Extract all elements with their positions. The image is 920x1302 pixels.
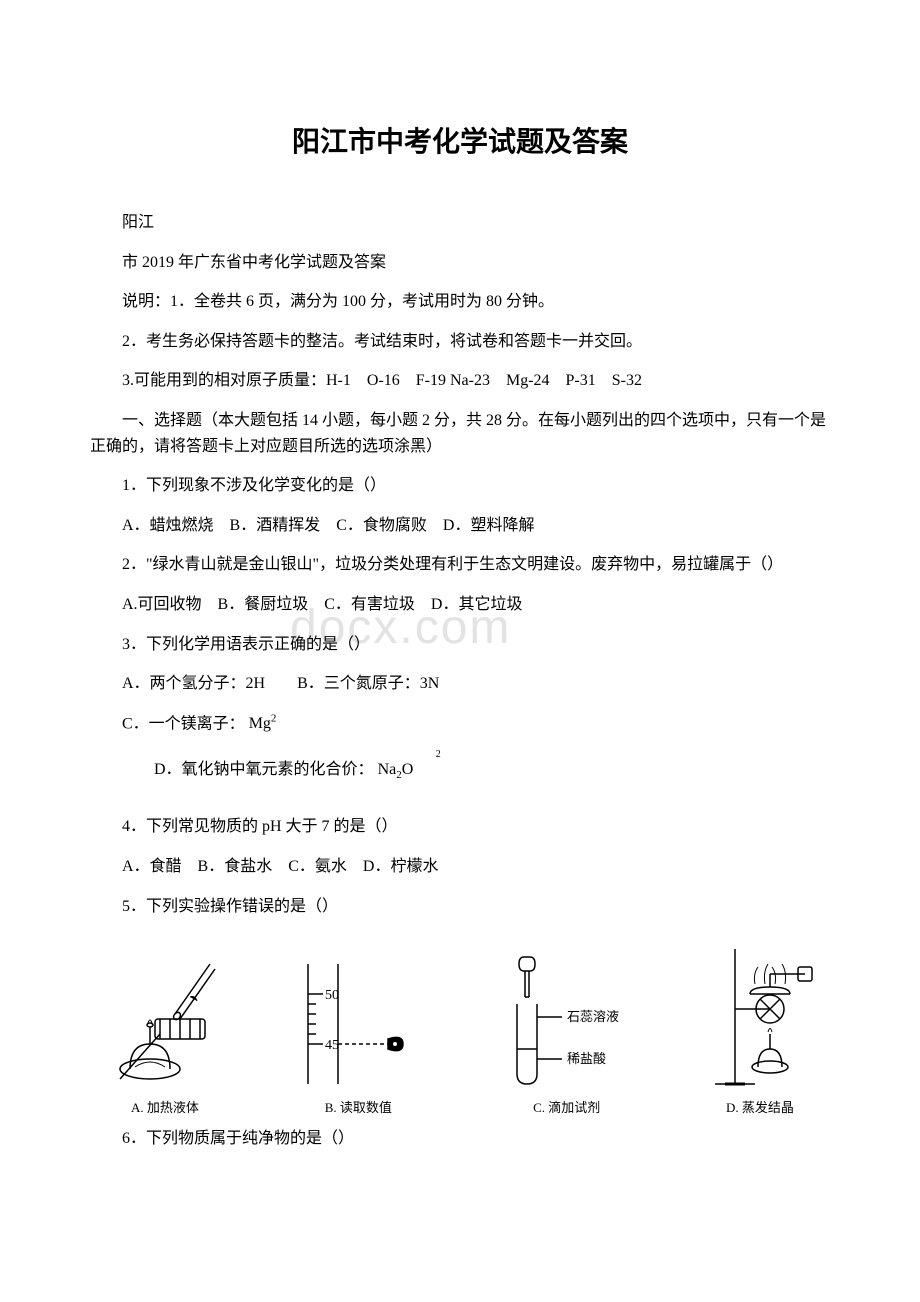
q3d-o: O (402, 761, 414, 778)
line-2: 市 2019 年广东省中考化学试题及答案 (90, 250, 830, 276)
line-1: 阳江 (90, 210, 830, 236)
line-3: 说明：1．全卷共 6 页，满分为 100 分，考试用时为 80 分钟。 (90, 289, 830, 315)
graduated-cylinder-icon: 50 45 (283, 959, 433, 1089)
document-content: 阳江市中考化学试题及答案 阳江 市 2019 年广东省中考化学试题及答案 说明：… (90, 120, 830, 1152)
figure-b-caption: B. 读取数值 (325, 1097, 392, 1116)
q3d-o-wrap: 2O (402, 761, 414, 778)
question-3-option-c: C．一个镁离子： Mg2 (90, 711, 830, 737)
question-6: 6．下列物质属于纯净物的是（） (90, 1126, 830, 1152)
beaker-heating-icon (100, 949, 230, 1089)
figure-b: 50 45 B. 读取数值 (283, 959, 433, 1116)
question-2-options: A.可回收物 B．餐厨垃圾 C．有害垃圾 D．其它垃圾 (90, 592, 830, 618)
figure-a-caption: A. 加热液体 (131, 1097, 199, 1116)
q3d-formula: Na22O (378, 761, 414, 778)
question-3-option-ab: A．两个氢分子：2H B．三个氮原子：3N (90, 671, 830, 697)
question-5-figures: A. 加热液体 50 45 (90, 939, 830, 1116)
q3c-prefix: C．一个镁离子： (122, 715, 245, 732)
label-top: 石蕊溶液 (567, 1009, 619, 1024)
question-2: 2．"绿水青山就是金山银山"，垃圾分类处理有利于生态文明建设。废弃物中，易拉罐属… (90, 552, 830, 578)
q3d-prefix: D．氧化钠中氧元素的化合价： (154, 761, 374, 778)
figure-d: D. 蒸发结晶 (700, 939, 820, 1116)
document-title: 阳江市中考化学试题及答案 (90, 120, 830, 160)
question-3: 3．下列化学用语表示正确的是（） (90, 632, 830, 658)
tick-50: 50 (325, 988, 339, 1003)
label-bottom: 稀盐酸 (567, 1051, 606, 1066)
q3c-base: Mg (249, 715, 271, 732)
figure-c: 石蕊溶液 稀盐酸 C. 滴加试剂 (487, 949, 647, 1116)
dropper-test-tube-icon: 石蕊溶液 稀盐酸 (487, 949, 647, 1089)
figure-a: A. 加热液体 (100, 949, 230, 1116)
tick-45: 45 (325, 1038, 339, 1053)
question-4-options: A．食醋 B．食盐水 C．氨水 D．柠檬水 (90, 854, 830, 880)
section-instructions: 一、选择题（本大题包括 14 小题，每小题 2 分，共 28 分。在每小题列出的… (90, 408, 830, 459)
figure-c-caption: C. 滴加试剂 (533, 1097, 600, 1116)
question-5: 5．下列实验操作错误的是（） (90, 894, 830, 920)
question-4: 4．下列常见物质的 pH 大于 7 的是（） (90, 814, 830, 840)
figure-d-caption: D. 蒸发结晶 (726, 1097, 794, 1116)
evaporation-icon (700, 939, 820, 1089)
question-1-options: A．蜡烛燃烧 B．酒精挥发 C．食物腐败 D．塑料降解 (90, 513, 830, 539)
q3c-formula: Mg2 (249, 715, 277, 732)
line-5: 3.可能用到的相对原子质量：H-1 O-16 F-19 Na-23 Mg-24 … (90, 368, 830, 394)
line-4: 2．考生务必保持答题卡的整洁。考试结束时，将试卷和答题卡一并交回。 (90, 329, 830, 355)
question-3-option-d: D．氧化钠中氧元素的化合价： Na22O (90, 757, 830, 785)
question-1: 1．下列现象不涉及化学变化的是（） (90, 473, 830, 499)
q3c-sup: 2 (271, 713, 277, 725)
q3d-sup: 2 (404, 747, 441, 763)
q3d-na: Na (378, 761, 397, 778)
